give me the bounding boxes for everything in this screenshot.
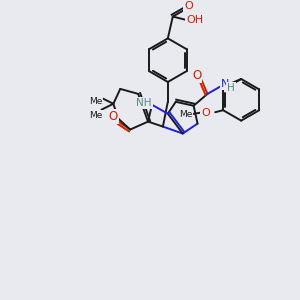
- Text: O: O: [201, 108, 210, 118]
- Text: H: H: [227, 83, 235, 93]
- Text: O: O: [109, 110, 118, 123]
- Text: Me: Me: [89, 97, 102, 106]
- Text: N: N: [221, 79, 230, 89]
- Text: OH: OH: [186, 14, 203, 25]
- Text: O: O: [184, 1, 193, 11]
- Text: O: O: [192, 68, 201, 82]
- Text: Me: Me: [89, 111, 102, 120]
- Text: Me: Me: [179, 110, 192, 119]
- Text: NH: NH: [136, 98, 152, 108]
